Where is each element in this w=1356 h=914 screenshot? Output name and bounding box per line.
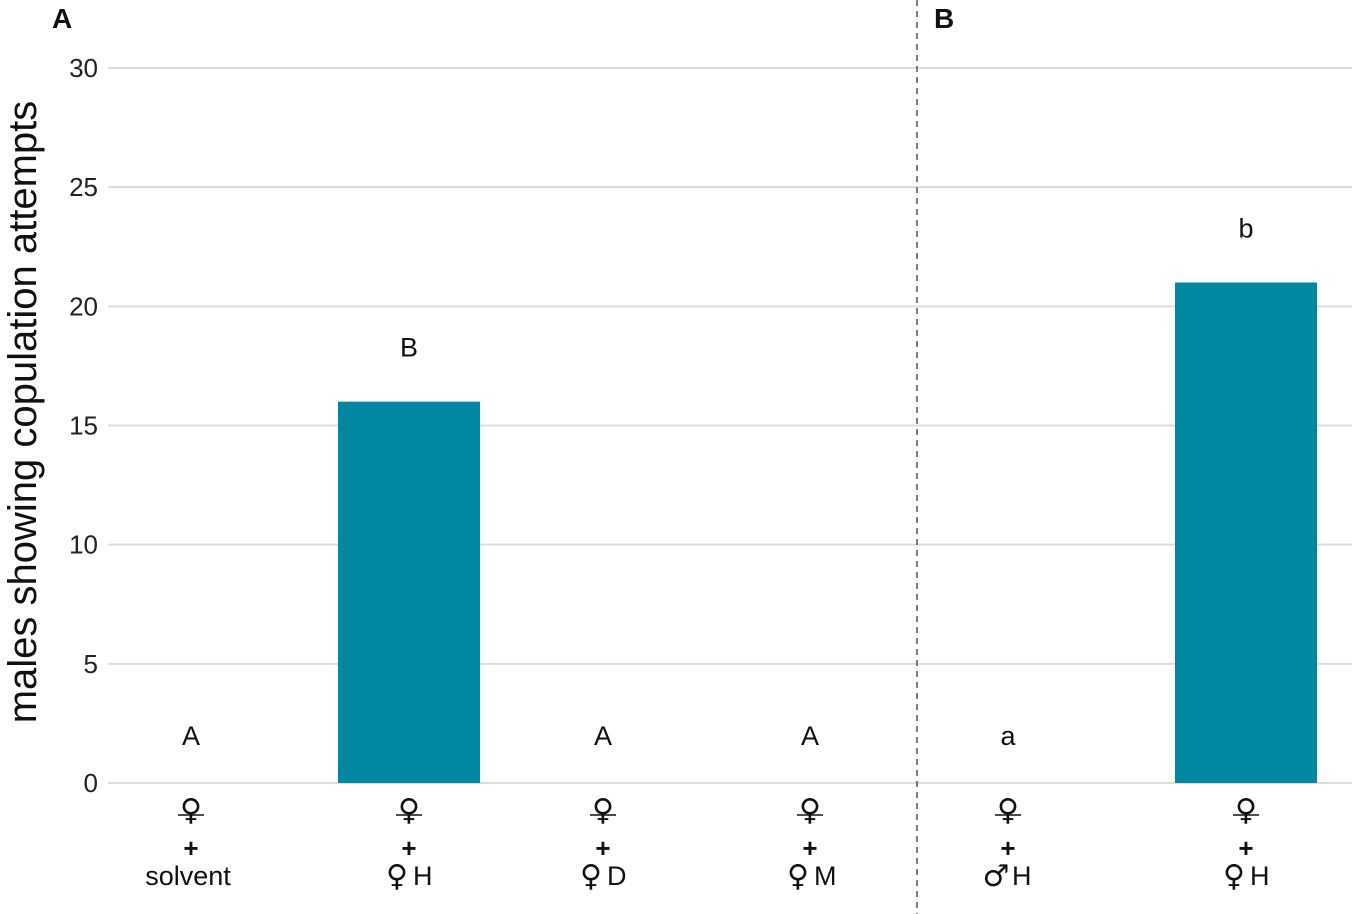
y-tick-label: 30	[69, 53, 98, 83]
significance-letter: a	[1000, 721, 1016, 751]
plus-sign: +	[183, 833, 198, 863]
plus-sign: +	[1238, 833, 1253, 863]
x-tick-label: H	[1250, 861, 1270, 891]
female-symbol: ♀	[592, 793, 614, 828]
panel-label: B	[934, 3, 954, 34]
significance-letter: b	[1238, 214, 1253, 244]
plus-sign: +	[401, 833, 416, 863]
significance-letter: A	[182, 721, 200, 751]
female-symbol: ♀	[799, 793, 821, 828]
y-axis-label: males showing copulation attempts	[1, 101, 45, 724]
plus-sign: +	[802, 833, 817, 863]
female-symbol: ♀	[1235, 793, 1257, 828]
grid-lines	[108, 0, 1352, 914]
x-tick-label: solvent	[145, 861, 231, 891]
y-tick-label: 0	[84, 768, 98, 798]
significance-letter: A	[801, 721, 819, 751]
bar	[338, 401, 480, 783]
x-tick-label: M	[814, 861, 837, 891]
female-symbol: ♀	[580, 859, 602, 894]
bars	[338, 282, 1317, 783]
female-symbol: ♀	[386, 859, 408, 894]
plus-sign: +	[595, 833, 610, 863]
plus-sign: +	[1000, 833, 1015, 863]
x-tick-label: H	[1012, 861, 1032, 891]
female-symbol: ♀	[1223, 859, 1245, 894]
female-symbol: ♀	[180, 793, 202, 828]
female-symbol: ♀	[997, 793, 1019, 828]
bar	[1175, 282, 1317, 783]
male-symbol: ♂	[983, 859, 1010, 894]
panel-label: A	[52, 3, 72, 34]
y-tick-label: 15	[69, 411, 98, 441]
y-tick-label: 10	[69, 530, 98, 560]
female-symbol: ♀	[787, 859, 809, 894]
y-tick-label: 5	[84, 649, 98, 679]
labels: 0 5 10 15 20 25 30 males showing copulation att…	[1, 3, 1270, 894]
significance-letter: A	[594, 721, 612, 751]
x-tick-label: H	[413, 861, 433, 891]
female-symbol: ♀	[398, 793, 420, 828]
x-tick-label: D	[607, 861, 627, 891]
y-tick-label: 20	[69, 291, 98, 321]
y-tick-label: 25	[69, 172, 98, 202]
significance-letter: B	[400, 333, 418, 363]
